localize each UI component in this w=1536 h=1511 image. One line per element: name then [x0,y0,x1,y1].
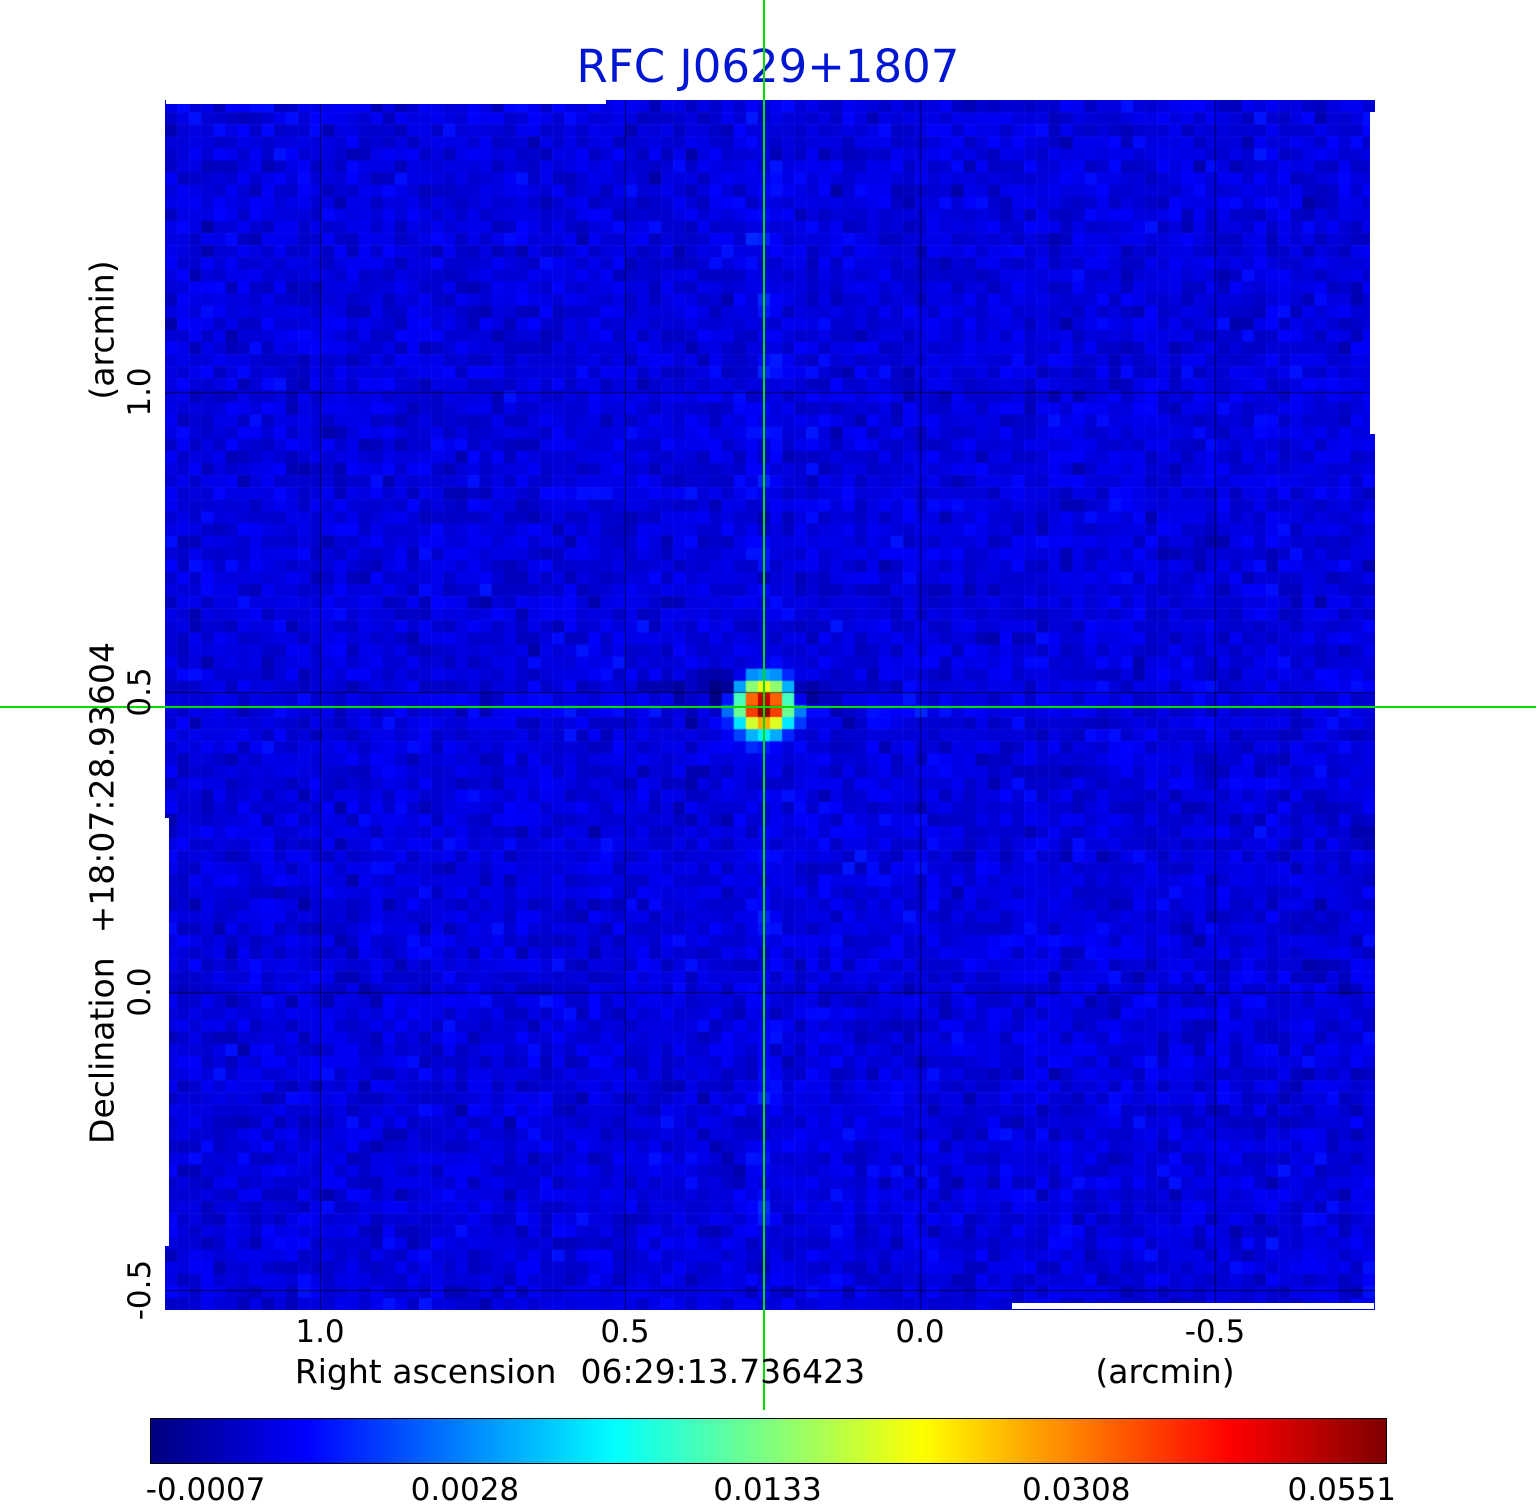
edge-artifact [165,818,169,1246]
x-tick-label: -0.5 [1184,1314,1246,1350]
colorbar [150,1418,1387,1464]
x-tick-label: 0.5 [600,1314,650,1350]
x-tick-label: 1.0 [295,1314,345,1350]
colorbar-tick-label: 0.0308 [1022,1472,1131,1508]
sky-map-canvas [165,100,1375,1310]
x-axis-value: 06:29:13.736423 [580,1352,866,1391]
y-tick-label: 0.0 [122,967,158,1017]
y-axis-label-text: Declination [82,957,122,1144]
x-axis-label: Right ascension 06:29:13.736423 [230,1352,930,1391]
y-axis-unit: (arcmin) [82,260,122,400]
colorbar-tick-label: 0.0028 [410,1472,520,1508]
y-tick-label: 1.0 [122,367,158,417]
colorbar-gradient-canvas [151,1419,1386,1463]
plot-title: RFC J0629+1807 [576,40,960,93]
x-tick-label: 0.0 [895,1314,945,1350]
colorbar-tick-label: 0.0133 [713,1472,822,1508]
colorbar-tick-label: 0.0551 [1287,1472,1396,1508]
y-tick-label: -0.5 [122,1259,158,1321]
colorbar-tick-label: -0.0007 [145,1472,266,1508]
x-axis-unit: (arcmin) [1095,1352,1235,1391]
sky-map [165,100,1375,1310]
y-axis-label: Declination +18:07:28.93604 [83,642,122,1144]
y-axis-value: +18:07:28.93604 [82,642,122,934]
edge-artifact [1370,112,1375,434]
crosshair-horizontal-line [0,706,1536,708]
y-tick-label: 0.5 [122,667,158,717]
x-axis-label-text: Right ascension [294,1352,557,1391]
edge-artifact [1012,1303,1374,1309]
edge-artifact [166,100,606,104]
crosshair-vertical-line [763,0,765,1410]
